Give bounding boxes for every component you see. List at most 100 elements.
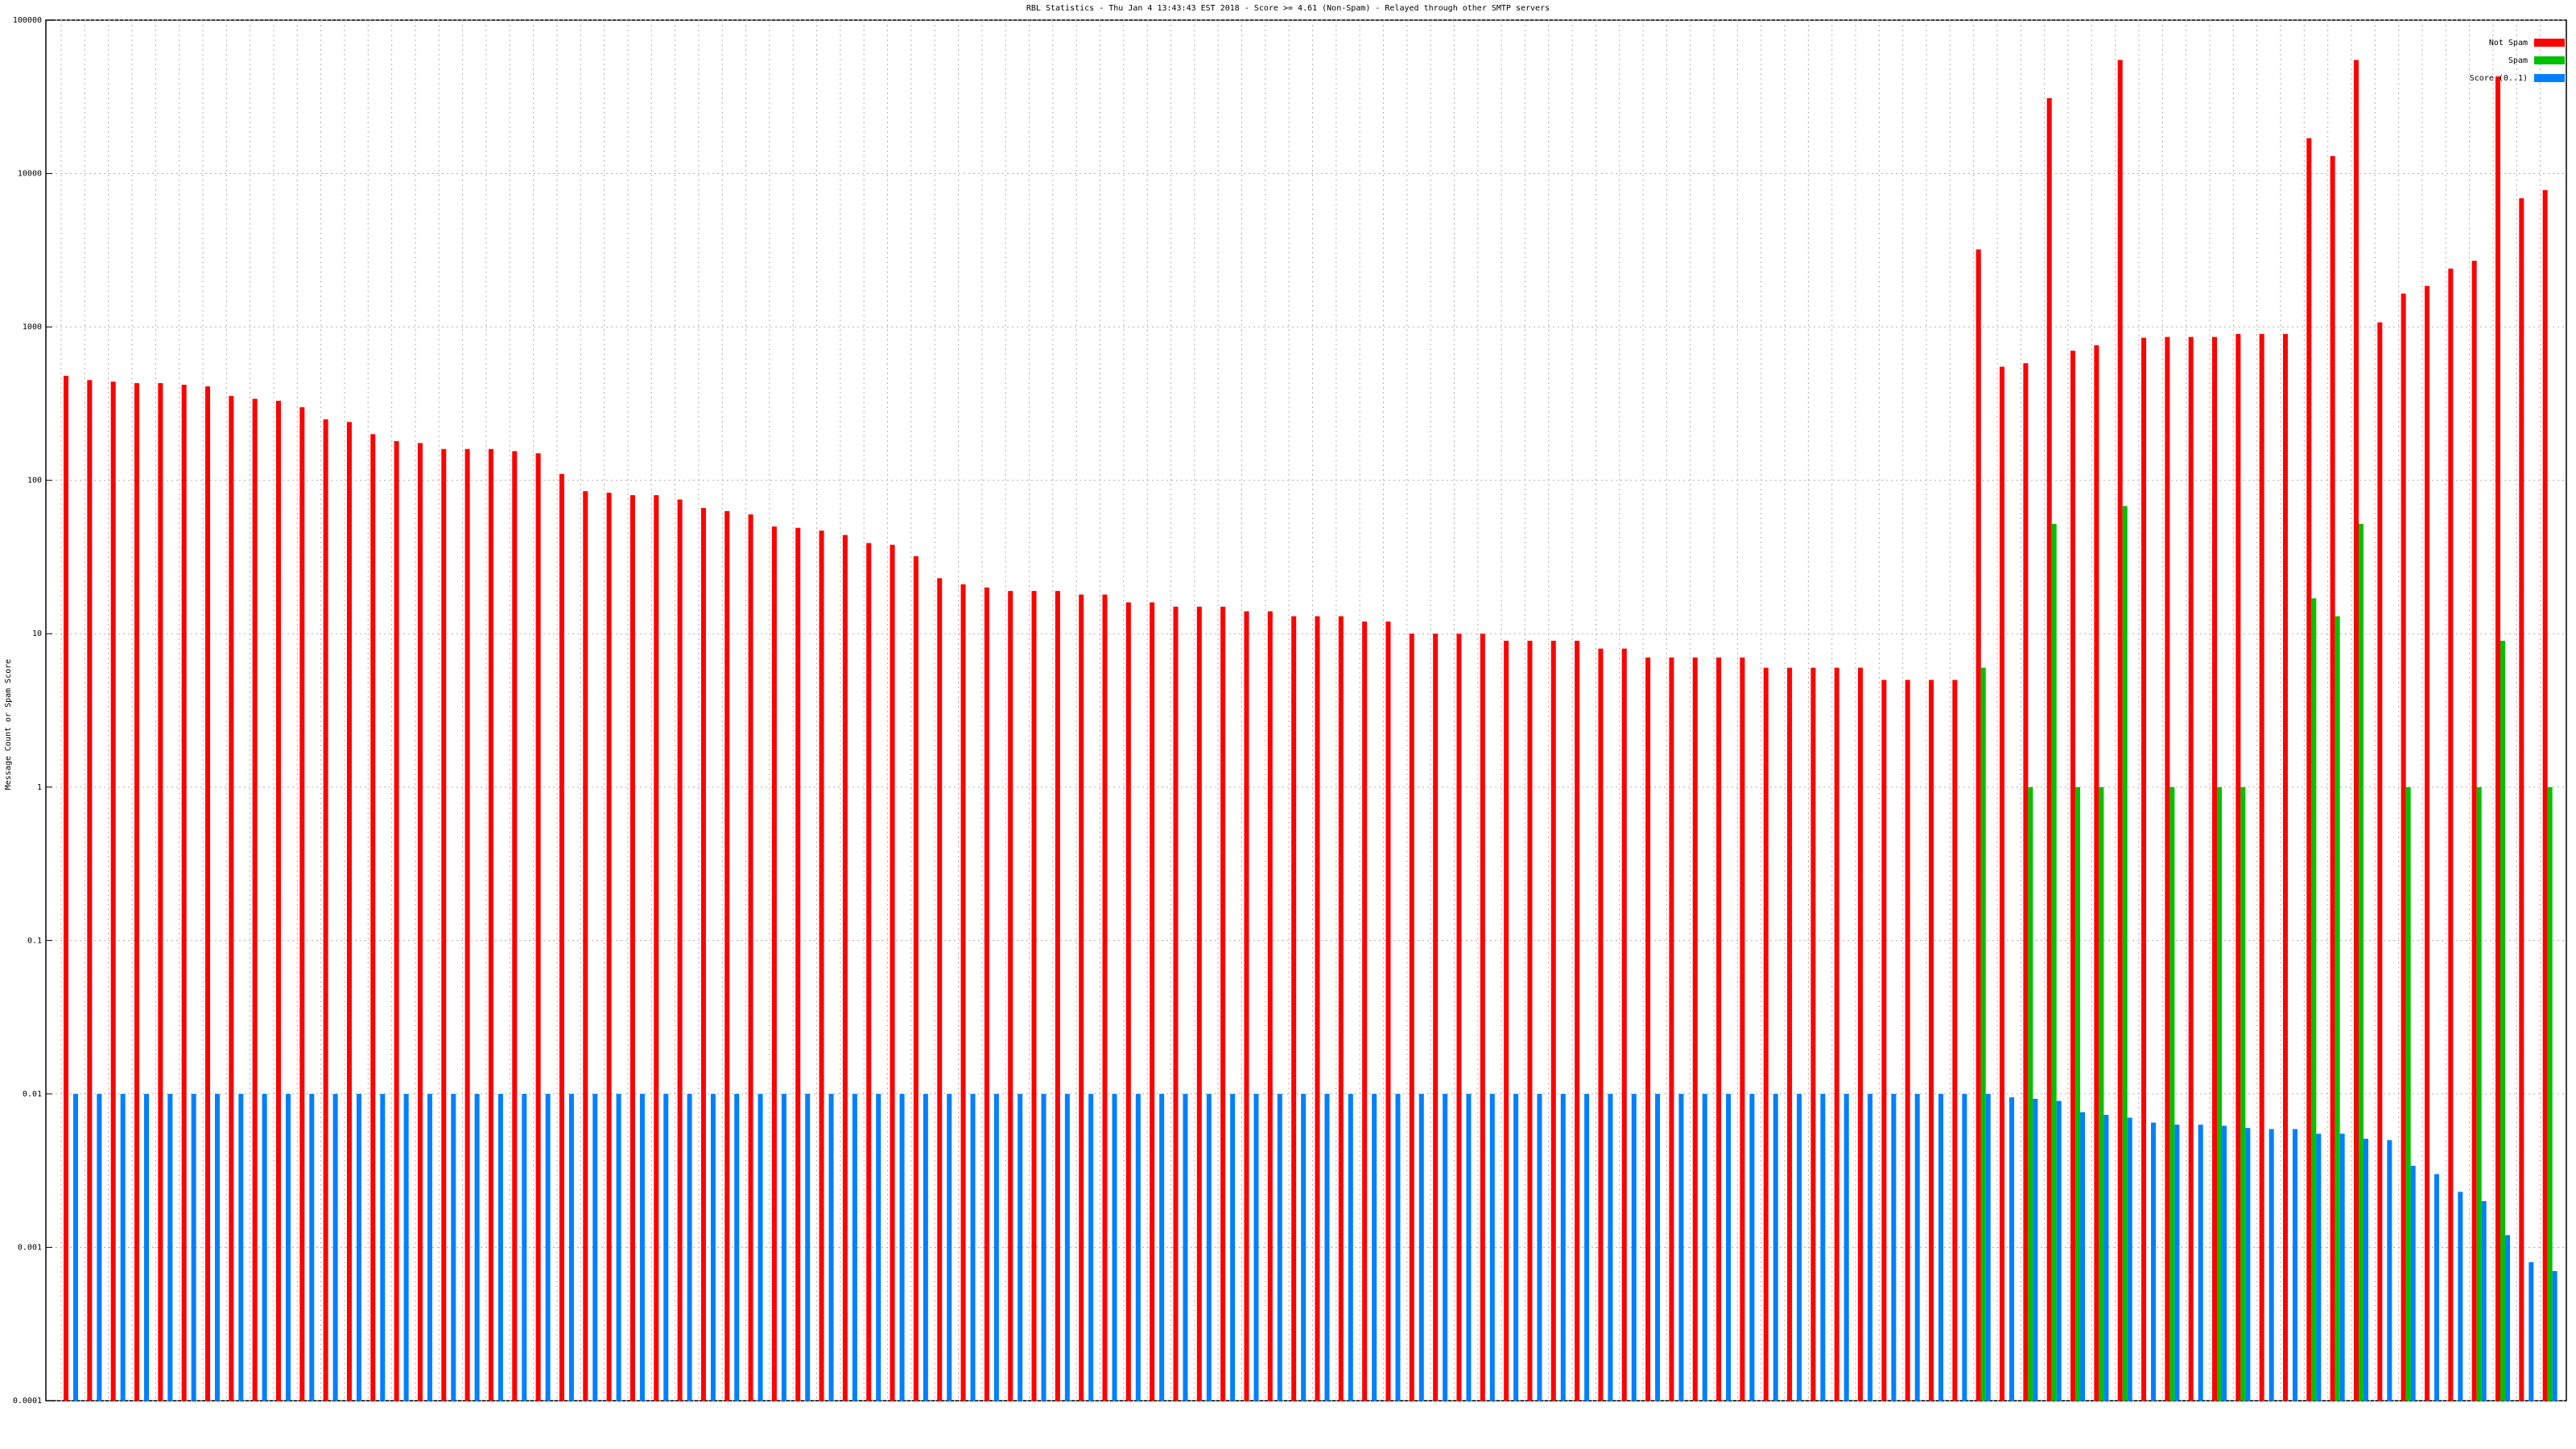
bar <box>1929 679 1934 1401</box>
bar <box>2529 1261 2534 1401</box>
bar <box>913 555 919 1401</box>
bar <box>1362 621 1368 1401</box>
bar <box>2306 138 2312 1402</box>
bar <box>1064 1093 1070 1401</box>
bar <box>1891 1093 1897 1401</box>
bar <box>2198 1125 2203 1401</box>
bar <box>1159 1093 1165 1401</box>
bar <box>947 1093 952 1401</box>
bar <box>1088 1093 1094 1401</box>
bar <box>2401 293 2406 1401</box>
y-tick-label: 100 <box>27 477 42 485</box>
bar <box>960 584 966 1401</box>
bar <box>1692 657 1698 1401</box>
bar <box>606 493 612 1401</box>
bar <box>1985 1093 1991 1401</box>
bar <box>1267 611 1273 1401</box>
bar <box>2495 76 2500 1402</box>
bar <box>616 1093 621 1401</box>
bar <box>568 1093 574 1401</box>
bar <box>2028 786 2033 1401</box>
bar <box>73 1093 78 1401</box>
bar <box>876 1093 881 1401</box>
bar <box>1513 1093 1519 1401</box>
bar <box>512 451 518 1401</box>
bar <box>275 400 281 1401</box>
bar <box>2080 1112 2086 1401</box>
bar <box>1456 634 1462 1401</box>
bar <box>1008 591 1013 1401</box>
bar <box>2051 523 2057 1401</box>
bar <box>2099 786 2104 1401</box>
bar <box>2245 1128 2251 1401</box>
bar <box>2547 786 2553 1401</box>
bar <box>1550 640 1556 1401</box>
bar <box>795 527 801 1401</box>
bar <box>2334 616 2340 1401</box>
bar <box>1385 621 1391 1401</box>
bar <box>592 1093 598 1401</box>
bar <box>535 453 541 1401</box>
bar <box>214 1093 220 1401</box>
bar <box>1409 634 1414 1401</box>
legend-label: Not Spam <box>2489 39 2528 47</box>
bar <box>1843 1093 1849 1401</box>
bar <box>64 375 68 1402</box>
bar <box>451 1093 456 1401</box>
bar <box>2103 1114 2109 1401</box>
bar <box>1372 1093 1377 1401</box>
bar <box>417 443 423 1401</box>
bar <box>1560 1093 1566 1401</box>
bar <box>1301 1093 1307 1401</box>
bar <box>1905 679 1910 1401</box>
bar <box>758 1093 763 1401</box>
bar <box>583 491 588 1402</box>
bar <box>970 1093 976 1401</box>
y-tick-label: 1 <box>37 783 42 792</box>
bar <box>87 380 93 1402</box>
bar <box>1443 1093 1448 1401</box>
y-tick-label: 0.001 <box>18 1243 42 1252</box>
bar <box>2363 1138 2369 1401</box>
bar <box>2542 190 2548 1401</box>
bar <box>1962 1093 1967 1401</box>
bar <box>1338 616 1344 1401</box>
bar <box>2283 333 2289 1401</box>
bar <box>1669 657 1674 1401</box>
bar <box>488 448 493 1401</box>
bar <box>1858 667 1864 1401</box>
bar <box>1678 1093 1684 1401</box>
bar <box>522 1093 527 1401</box>
bar <box>2122 506 2128 1401</box>
bar <box>654 495 659 1401</box>
bar <box>1980 667 1986 1401</box>
bar <box>2316 1133 2322 1401</box>
bar <box>2377 322 2383 1402</box>
bar <box>2235 333 2241 1401</box>
bar <box>2009 1097 2015 1401</box>
bar <box>2311 598 2317 1401</box>
bar <box>2359 523 2364 1401</box>
y-tick-label: 0.01 <box>23 1090 42 1099</box>
y-tick-label: 1000 <box>23 323 42 332</box>
bar <box>937 578 943 1401</box>
bar <box>2519 198 2524 1401</box>
bar <box>110 382 116 1401</box>
bar <box>1418 1093 1424 1401</box>
bar <box>1975 249 1981 1401</box>
bar <box>842 535 848 1401</box>
bar <box>299 407 305 1402</box>
bar <box>1150 602 1155 1401</box>
bar <box>1749 1093 1755 1401</box>
bar <box>252 398 258 1402</box>
bar <box>332 1093 338 1401</box>
bar <box>441 448 447 1401</box>
bar <box>724 510 730 1401</box>
bar <box>748 514 753 1401</box>
bar <box>158 382 163 1402</box>
bar <box>1716 657 1722 1401</box>
bar <box>497 1093 503 1401</box>
bar <box>2481 1201 2487 1401</box>
plot-frame <box>45 19 2567 1402</box>
bar <box>1773 1093 1778 1401</box>
